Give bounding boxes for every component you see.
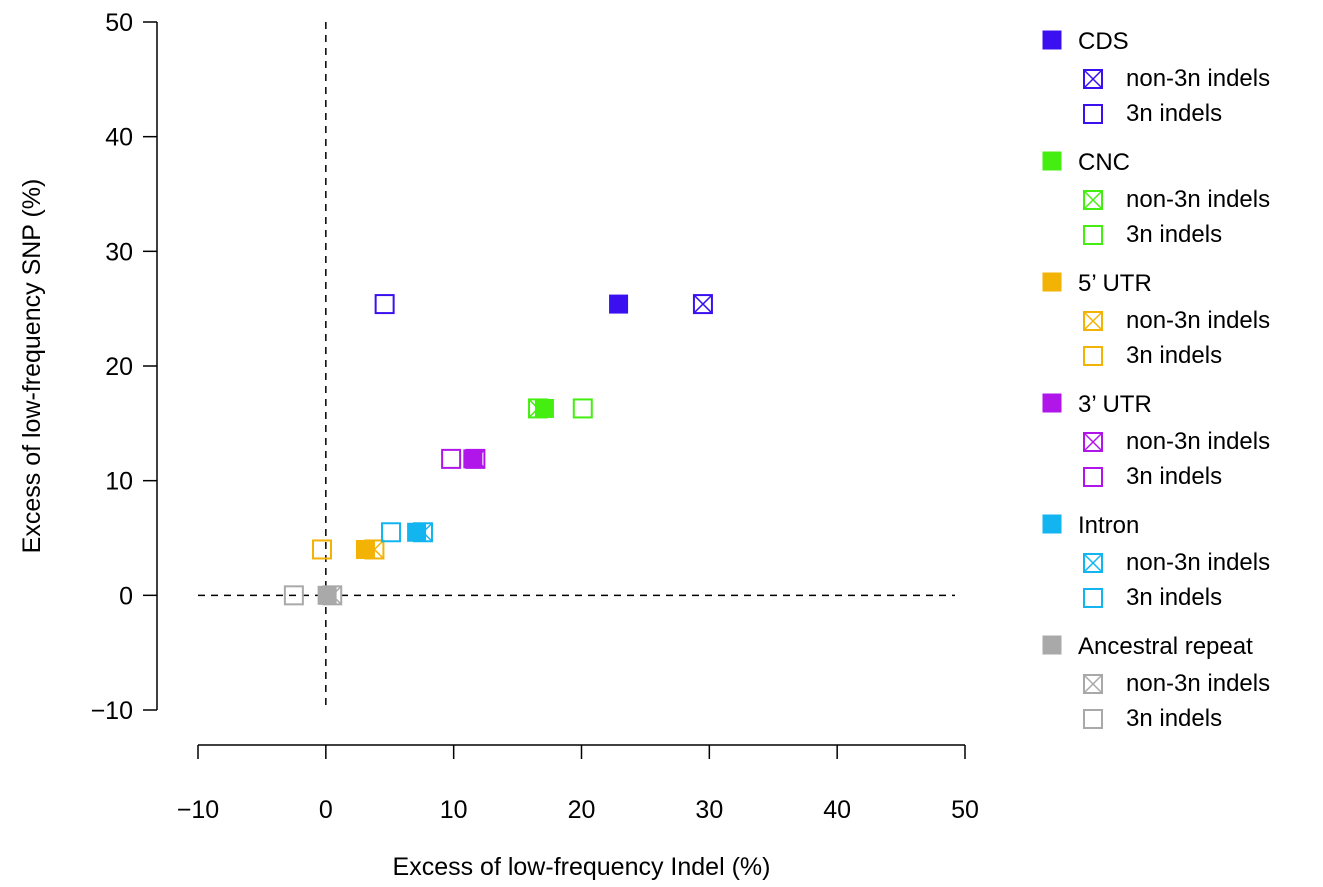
legend-label: CDS xyxy=(1078,28,1129,55)
legend-item: CNC non-3n indels 3n indels xyxy=(1042,149,1270,248)
x-tick-label: 30 xyxy=(695,796,723,824)
legend-marker-filled xyxy=(1042,514,1062,534)
y-tick-label: 50 xyxy=(105,9,133,37)
legend-sub-label: non-3n indels xyxy=(1126,307,1270,334)
point-all-indels xyxy=(407,522,427,542)
x-tick-label: 0 xyxy=(319,796,333,824)
legend-item: 3’ UTR non-3n indels 3n indels xyxy=(1042,391,1270,490)
y-tick-label: −10 xyxy=(91,697,133,725)
legend-marker-crossed xyxy=(1083,674,1103,694)
point-3n-indels xyxy=(572,398,593,419)
point-all-indels xyxy=(609,294,629,314)
legend-marker-crossed xyxy=(1083,69,1103,89)
legend-item: 5’ UTR non-3n indels 3n indels xyxy=(1042,270,1270,369)
legend-sub-label: 3n indels xyxy=(1126,705,1222,732)
legend-sub-label: non-3n indels xyxy=(1126,549,1270,576)
legend-sub-label: 3n indels xyxy=(1126,100,1222,127)
legend-marker-filled xyxy=(1042,635,1062,655)
legend-marker-open xyxy=(1083,346,1103,366)
legend-item: Intron non-3n indels 3n indels xyxy=(1042,512,1270,611)
legend-sub-label: non-3n indels xyxy=(1126,186,1270,213)
legend-marker-open xyxy=(1083,467,1103,487)
y-tick-label: 0 xyxy=(119,582,133,610)
point-3n-indels xyxy=(283,585,304,606)
point-all-indels xyxy=(463,449,483,469)
legend-marker-open xyxy=(1083,709,1103,729)
y-tick-label: 30 xyxy=(105,238,133,266)
legend-sub-label: 3n indels xyxy=(1126,342,1222,369)
point-all-indels xyxy=(534,398,554,418)
legend-marker-crossed xyxy=(1083,190,1103,210)
legend-label: Intron xyxy=(1078,512,1139,539)
y-tick-label: 10 xyxy=(105,468,133,496)
y-axis-title: Excess of low-frequency SNP (%) xyxy=(18,179,46,554)
x-tick-label: 10 xyxy=(440,796,468,824)
legend-marker-open xyxy=(1083,104,1103,124)
legend-sub-label: 3n indels xyxy=(1126,221,1222,248)
legend-marker-filled xyxy=(1042,272,1062,292)
legend-sub-label: non-3n indels xyxy=(1126,428,1270,455)
x-axis-ticks: −10 0 10 20 30 40 50 xyxy=(177,745,979,824)
legend-label: CNC xyxy=(1078,149,1130,176)
legend-label: 3’ UTR xyxy=(1078,391,1152,418)
x-tick-label: −10 xyxy=(177,796,219,824)
y-tick-label: 40 xyxy=(105,124,133,152)
legend-sub-label: non-3n indels xyxy=(1126,65,1270,92)
legend-marker-crossed xyxy=(1083,553,1103,573)
legend-label: 5’ UTR xyxy=(1078,270,1152,297)
x-tick-label: 20 xyxy=(568,796,596,824)
y-tick-label: 20 xyxy=(105,353,133,381)
data-points xyxy=(283,294,713,606)
legend-marker-crossed xyxy=(1083,432,1103,452)
legend-sub-label: 3n indels xyxy=(1126,584,1222,611)
legend: CDS non-3n indels 3n indels CNC non-3n indel… xyxy=(1042,28,1270,732)
point-3n-indels xyxy=(374,294,395,315)
legend-sub-label: 3n indels xyxy=(1126,463,1222,490)
x-tick-label: 50 xyxy=(951,796,979,824)
point-non-3n-indels xyxy=(692,294,713,315)
legend-marker-open xyxy=(1083,225,1103,245)
point-3n-indels xyxy=(311,539,332,560)
point-3n-indels xyxy=(381,522,402,543)
axes: −10 0 10 20 30 40 50 −10 0 10 20 30 40 50 xyxy=(91,9,979,824)
x-tick-label: 40 xyxy=(823,796,851,824)
legend-item: CDS non-3n indels 3n indels xyxy=(1042,28,1270,127)
point-3n-indels xyxy=(441,448,462,469)
y-axis-ticks: −10 0 10 20 30 40 50 xyxy=(91,9,157,725)
x-axis-title: Excess of low-frequency Indel (%) xyxy=(393,853,771,881)
legend-marker-filled xyxy=(1042,30,1062,50)
legend-label: Ancestral repeat xyxy=(1078,633,1253,660)
legend-marker-filled xyxy=(1042,393,1062,413)
legend-marker-open xyxy=(1083,588,1103,608)
point-all-indels xyxy=(355,539,375,559)
legend-marker-filled xyxy=(1042,151,1062,171)
legend-item: Ancestral repeat non-3n indels 3n indels xyxy=(1042,633,1270,732)
legend-marker-crossed xyxy=(1083,311,1103,331)
point-all-indels xyxy=(317,585,337,605)
reference-lines xyxy=(198,22,955,710)
legend-sub-label: non-3n indels xyxy=(1126,670,1270,697)
